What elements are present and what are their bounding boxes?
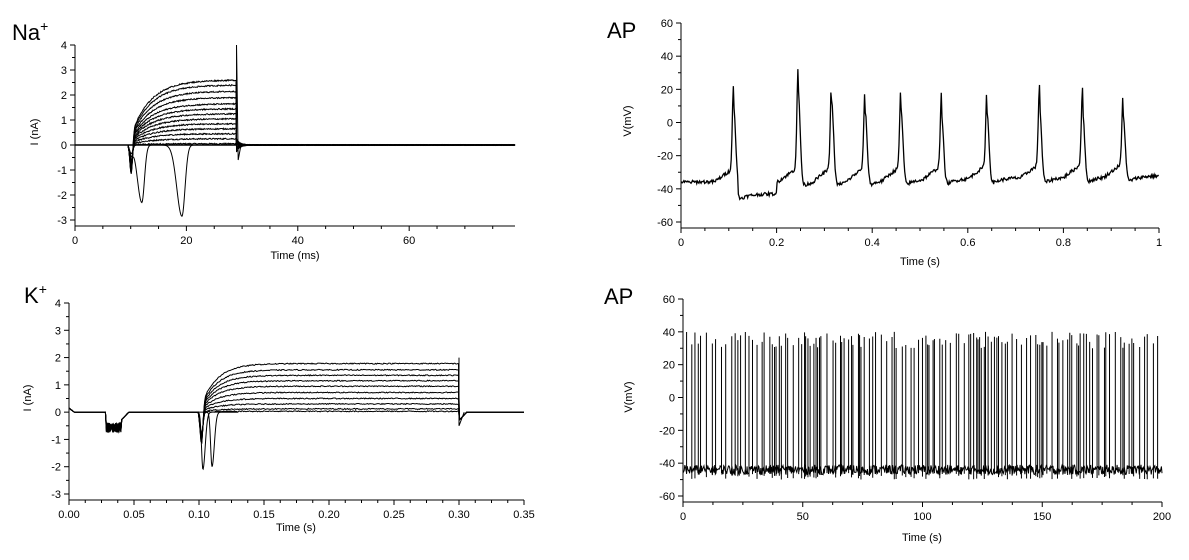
na-axes	[74, 45, 515, 227]
ap-short-trace	[680, 69, 1160, 201]
na-current-trace	[75, 83, 516, 174]
ap-long-x-tick-label: 150	[1033, 511, 1051, 523]
k-x-tick-label: 0.20	[318, 509, 339, 521]
k-x-tick-label: 0.05	[123, 509, 144, 521]
na-y-tick-label: -3	[57, 215, 67, 227]
ap-short-x-tick-label: 0.8	[1056, 237, 1071, 249]
k-current-trace	[68, 368, 524, 443]
ap-short-traces	[680, 69, 1160, 201]
na-x-tick-label: 40	[292, 235, 304, 247]
k-x-tick-label: 0.00	[58, 509, 79, 521]
ap-short-y-tick-label: -20	[657, 151, 673, 163]
na-current-trace	[75, 89, 516, 173]
k-y-axis-label: I (nA)	[22, 385, 34, 412]
k-y-tick-label: 4	[55, 298, 61, 310]
ap-long-x-axis-label: Time (s)	[902, 532, 942, 544]
k-current-panel: K+ -3 -2 -1 0 1 2 3 4 0.00 0.05 0.10 0.15 0.20 0.25 0.…	[22, 281, 535, 534]
ap-long-x-tick-label: 100	[913, 511, 931, 523]
na-x-axis-label: Time (ms)	[270, 250, 319, 262]
k-capacitive-spike	[458, 357, 465, 426]
ap-short-ticks: -60 -40 -20 0 20 40 60 0 0.2 0.4 0.6 0.8 1	[657, 18, 1162, 249]
ap-long-panel-title: AP	[604, 284, 633, 309]
ap-short-axes	[680, 23, 1159, 229]
ap-long-y-tick-label: 60	[663, 294, 675, 306]
na-y-tick-label: 1	[61, 115, 67, 127]
k-inward-trace	[196, 411, 238, 471]
ap-long-x-tick-label: 200	[1153, 511, 1171, 523]
k-x-axis-label: Time (s)	[276, 522, 316, 534]
ap-short-panel-title: AP	[607, 18, 636, 43]
k-y-tick-label: -1	[51, 434, 61, 446]
k-inward-trace	[196, 411, 238, 467]
ap-long-y-tick-label: -60	[659, 491, 675, 503]
ap-short-y-axis-label: V(mV)	[622, 105, 634, 136]
na-inward-trace	[75, 144, 515, 218]
na-y-tick-label: 3	[61, 65, 67, 77]
ap-short-y-tick-label: 20	[661, 84, 673, 96]
ap-short-x-tick-label: 0.4	[865, 237, 880, 249]
k-x-tick-label: 0.30	[448, 509, 469, 521]
na-x-tick-label: 20	[180, 235, 192, 247]
na-y-tick-label: -1	[57, 165, 67, 177]
na-current-trace	[75, 127, 516, 165]
na-capacitive-spike	[236, 44, 242, 161]
ap-short-panel: AP -60 -40 -20 0 20 40 60 0 0.2 0.4 0.6 0.8 1 Time (…	[607, 18, 1162, 268]
ap-long-y-tick-label: 40	[663, 327, 675, 339]
k-x-tick-label: 0.15	[253, 509, 274, 521]
k-x-tick-label: 0.25	[383, 509, 404, 521]
na-y-tick-label: -2	[57, 190, 67, 202]
ap-long-y-axis-label: V(mV)	[623, 381, 635, 412]
na-current-trace	[75, 107, 516, 169]
ap-short-y-tick-label: -60	[657, 217, 673, 229]
ap-long-y-tick-label: 20	[663, 360, 675, 372]
k-current-trace	[68, 362, 524, 445]
ap-long-x-tick-label: 50	[797, 511, 809, 523]
k-current-trace	[68, 391, 524, 440]
ap-long-spikes	[686, 331, 1159, 480]
ap-long-panel: AP -60 -40 -20 0 20 40 60 0 50 100 150 200 Time (s)…	[604, 284, 1171, 544]
ap-short-x-tick-label: 0	[678, 237, 684, 249]
k-y-tick-label: -3	[51, 489, 61, 501]
ap-long-traces	[682, 331, 1163, 480]
ap-short-x-tick-label: 1	[1156, 237, 1162, 249]
k-traces	[68, 357, 524, 471]
ap-long-y-tick-label: -20	[659, 425, 675, 437]
na-y-tick-label: 2	[61, 90, 67, 102]
na-current-trace	[75, 132, 516, 164]
ap-long-y-tick-label: -40	[659, 458, 675, 470]
ap-long-ticks: -60 -40 -20 0 20 40 60 0 50 100 150 200	[659, 294, 1171, 523]
na-panel-title: Na+	[12, 18, 48, 45]
na-y-tick-label: 4	[61, 40, 67, 52]
k-y-tick-label: 0	[55, 407, 61, 419]
ap-short-x-axis-label: Time (s)	[900, 256, 940, 268]
na-inward-trace	[75, 144, 515, 204]
ap-long-x-tick-label: 0	[680, 511, 686, 523]
k-y-tick-label: 3	[55, 325, 61, 337]
ap-short-y-tick-label: -40	[657, 184, 673, 196]
k-axes	[68, 303, 524, 501]
ap-short-y-tick-label: 60	[661, 18, 673, 30]
k-current-trace	[68, 379, 524, 442]
k-panel-title: K+	[24, 281, 47, 308]
k-x-tick-label: 0.35	[513, 509, 534, 521]
k-ticks: -3 -2 -1 0 1 2 3 4 0.00 0.05 0.10 0.15 0.20 0.25 0.30 0…	[51, 298, 534, 521]
na-x-tick-label: 0	[72, 235, 78, 247]
ap-short-x-tick-label: 0.6	[960, 237, 975, 249]
na-x-tick-label: 60	[403, 235, 415, 247]
k-x-tick-label: 0.10	[188, 509, 209, 521]
k-y-tick-label: -2	[51, 462, 61, 474]
ap-short-y-tick-label: 40	[661, 51, 673, 63]
na-y-tick-label: 0	[61, 140, 67, 152]
na-traces	[75, 44, 516, 218]
na-current-trace	[75, 137, 516, 164]
k-y-tick-label: 1	[55, 380, 61, 392]
ap-short-x-tick-label: 0.2	[769, 237, 784, 249]
ap-long-y-tick-label: 0	[669, 393, 675, 405]
k-y-tick-label: 2	[55, 353, 61, 365]
ap-short-y-tick-label: 0	[667, 118, 673, 130]
na-y-axis-label: I (nA)	[29, 119, 41, 146]
